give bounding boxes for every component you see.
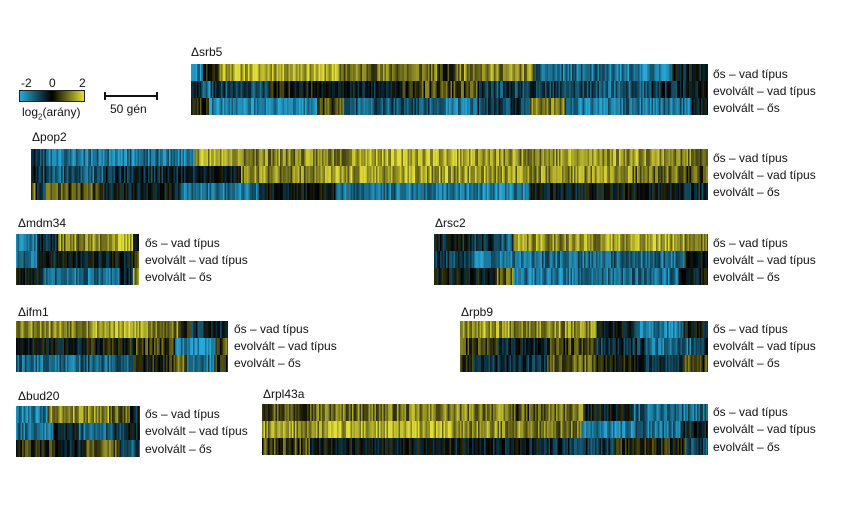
row-label-bud20-3: evolvált – ős (145, 442, 212, 456)
row-label-rpb9-3: evolvált – ős (713, 356, 780, 370)
heatmap-row-pop2-2 (31, 166, 708, 183)
legend-tick-min: -2 (21, 76, 32, 90)
heatmap-svg-pop2 (31, 149, 708, 200)
heatmap-srb5 (191, 64, 708, 115)
panel-title-rsc2: Δrsc2 (435, 216, 466, 230)
heatmap-row-mdm34-1 (16, 234, 139, 251)
row-label-rsc2-1: ős – vad típus (713, 236, 788, 250)
heatmap-svg-rsc2 (434, 234, 708, 285)
panel-title-srb5: Δsrb5 (191, 45, 223, 59)
panel-title-rpb9: Δrpb9 (461, 305, 494, 319)
row-label-srb5-1: ős – vad típus (713, 67, 788, 81)
heatmap-row-rpl43a-1 (262, 404, 708, 421)
row-label-rpl43a-1: ős – vad típus (713, 405, 788, 419)
legend-label-sub: 2 (38, 112, 43, 122)
row-label-pop2-2: evolvált – vad típus (713, 168, 816, 182)
heatmap-pop2 (31, 149, 708, 200)
panel-title-rpl43a: Δrpl43a (263, 387, 305, 401)
heatmap-row-rpl43a-3 (262, 438, 708, 455)
heatmap-rpl43a (262, 404, 708, 455)
heatmap-ifm1 (16, 321, 228, 372)
panel-title-bud20: Δbud20 (18, 389, 60, 403)
heatmap-row-rsc2-3 (434, 268, 708, 285)
heatmap-row-ifm1-2 (16, 338, 228, 355)
legend-label: log2(arány) (22, 105, 80, 124)
row-label-rpb9-2: evolvált – vad típus (713, 339, 816, 353)
legend-label-main: log (22, 105, 39, 119)
panel-title-mdm34: Δmdm34 (18, 216, 67, 230)
heatmap-rpb9 (460, 321, 708, 372)
heatmap-bud20 (16, 406, 140, 457)
gene-scale-label: 50 gén (110, 102, 147, 116)
row-label-mdm34-1: ős – vad típus (145, 236, 220, 250)
row-label-rpb9-1: ős – vad típus (713, 322, 788, 336)
heatmap-svg-mdm34 (16, 234, 139, 285)
row-label-bud20-1: ős – vad típus (145, 407, 220, 421)
row-label-ifm1-3: evolvált – ős (234, 356, 301, 370)
row-label-mdm34-3: evolvált – ős (145, 270, 212, 284)
heatmap-row-srb5-2 (191, 81, 708, 98)
row-label-srb5-2: evolvált – vad típus (713, 84, 816, 98)
heatmap-row-mdm34-3 (16, 268, 139, 285)
gene-scale-bar (104, 92, 158, 100)
heatmap-svg-ifm1 (16, 321, 228, 372)
row-label-ifm1-1: ős – vad típus (234, 322, 309, 336)
heatmap-row-ifm1-3 (16, 355, 228, 372)
heatmap-svg-srb5 (191, 64, 708, 115)
heatmap-row-rpl43a-2 (262, 421, 708, 438)
heatmap-row-srb5-3 (191, 98, 708, 115)
heatmap-row-rpb9-1 (460, 321, 708, 338)
heatmap-svg-rpl43a (262, 404, 708, 455)
row-label-pop2-3: evolvált – ős (713, 185, 780, 199)
heatmap-row-rpb9-3 (460, 355, 708, 372)
row-label-rpl43a-3: evolvált – ős (713, 440, 780, 454)
row-label-pop2-1: ős – vad típus (713, 151, 788, 165)
row-label-ifm1-2: evolvált – vad típus (234, 339, 337, 353)
heatmap-row-pop2-3 (31, 183, 708, 200)
heatmap-row-rsc2-2 (434, 251, 708, 268)
legend-label-rest: (arány) (42, 105, 81, 119)
heatmap-row-bud20-1 (16, 406, 140, 423)
heatmap-row-ifm1-1 (16, 321, 228, 338)
row-label-srb5-3: evolvált – ős (713, 101, 780, 115)
heatmap-row-bud20-3 (16, 440, 140, 457)
color-scale-bar (19, 90, 85, 102)
panel-title-pop2: Δpop2 (32, 130, 67, 144)
legend-tick-mid: 0 (49, 76, 56, 90)
heatmap-row-rsc2-1 (434, 234, 708, 251)
heatmap-rsc2 (434, 234, 708, 285)
heatmap-row-bud20-2 (16, 423, 140, 440)
row-label-mdm34-2: evolvált – vad típus (145, 253, 248, 267)
heatmap-mdm34 (16, 234, 139, 285)
heatmap-row-pop2-1 (31, 149, 708, 166)
legend-tick-max: 2 (79, 76, 86, 90)
row-label-rsc2-3: evolvált – ős (713, 270, 780, 284)
heatmap-svg-rpb9 (460, 321, 708, 372)
row-label-bud20-2: evolvált – vad típus (145, 424, 248, 438)
heatmap-row-rpb9-2 (460, 338, 708, 355)
row-label-rpl43a-2: evolvált – vad típus (713, 422, 816, 436)
heatmap-svg-bud20 (16, 406, 140, 457)
panel-title-ifm1: Δifm1 (18, 305, 49, 319)
heatmap-row-srb5-1 (191, 64, 708, 81)
row-label-rsc2-2: evolvált – vad típus (713, 253, 816, 267)
heatmap-row-mdm34-2 (16, 251, 139, 268)
